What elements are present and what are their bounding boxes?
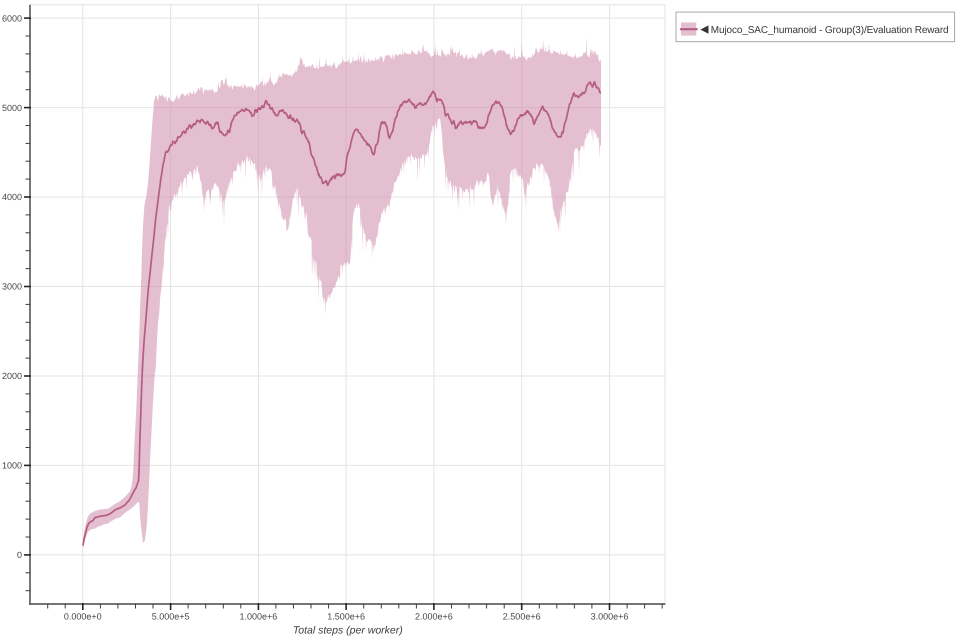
svg-text:0.000e+0: 0.000e+0 — [64, 612, 102, 622]
svg-text:6000: 6000 — [2, 13, 22, 23]
svg-text:2.500e+6: 2.500e+6 — [503, 612, 541, 622]
svg-text:1000: 1000 — [2, 461, 22, 471]
svg-text:2.000e+6: 2.000e+6 — [415, 612, 453, 622]
svg-text:5000: 5000 — [2, 103, 22, 113]
svg-text:Mujoco_SAC_humanoid - Group(3): Mujoco_SAC_humanoid - Group(3)/Evaluatio… — [711, 25, 949, 36]
svg-text:4000: 4000 — [2, 192, 22, 202]
svg-text:5.000e+5: 5.000e+5 — [152, 612, 190, 622]
svg-text:2000: 2000 — [2, 371, 22, 381]
svg-text:Total steps (per worker): Total steps (per worker) — [293, 625, 403, 637]
svg-text:1.000e+6: 1.000e+6 — [240, 612, 278, 622]
svg-text:3000: 3000 — [2, 282, 22, 292]
svg-text:3.000e+6: 3.000e+6 — [591, 612, 629, 622]
svg-text:1.500e+6: 1.500e+6 — [327, 612, 365, 622]
svg-text:0: 0 — [17, 550, 22, 560]
